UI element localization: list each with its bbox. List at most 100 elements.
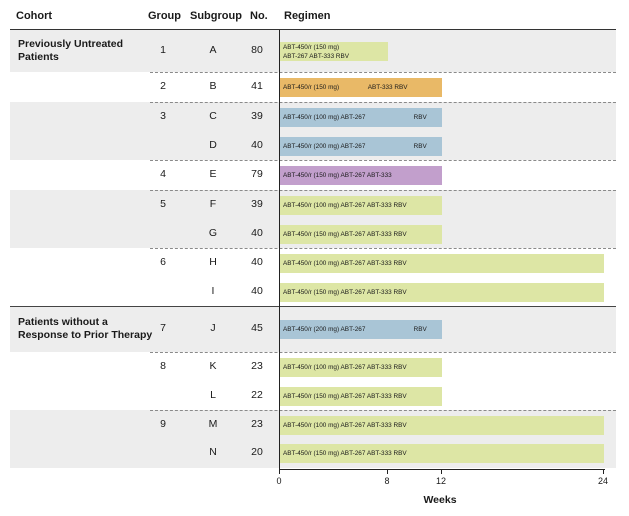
subgroup-cell: I [211, 285, 215, 297]
x-tick [603, 469, 604, 474]
regimen-label: ABT-450/r (150 mg) [283, 44, 340, 51]
patient-count-cell: 79 [251, 168, 263, 180]
header-cohort: Cohort [16, 10, 53, 22]
group-cell: 5 [160, 198, 166, 210]
regimen-bar: ABT-450/r (100 mg) ABT-267 ABT-333 RBV [280, 254, 604, 273]
group-cell: 1 [160, 44, 166, 56]
regimen-bar: ABT-450/r (200 mg) ABT-267 RBV [280, 137, 442, 156]
regimen-label: ABT-450/r (150 mg) ABT-267 ABT-333 RBV [283, 289, 407, 296]
regimen-bar: ABT-450/r (150 mg) ABT-267 ABT-333 RBV [280, 444, 604, 463]
subgroup-cell: F [209, 198, 217, 210]
cohort-label-line: Previously Untreated [18, 38, 124, 50]
regimen-bar: ABT-450/r (150 mg) ABT-267 ABT-333 [280, 166, 442, 185]
patient-count-cell: 80 [251, 44, 263, 56]
separator [150, 248, 616, 249]
subgroup-cell: J [210, 322, 216, 334]
regimen-bar: ABT-450/r (100 mg) ABT-267 RBV [280, 108, 442, 127]
regimen-bar: ABT-450/r (100 mg) ABT-267 ABT-333 RBV [280, 196, 442, 215]
regimen-bar: ABT-450/r (100 mg) ABT-267 ABT-333 RBV [280, 416, 604, 435]
patient-count-cell: 45 [251, 322, 263, 334]
patient-count-cell: 40 [251, 227, 263, 239]
cohort-label-prior-therapy: Patients without a Response to Prior The… [18, 316, 152, 342]
patient-count-cell: 39 [251, 198, 263, 210]
cohort-separator [10, 306, 616, 307]
group-cell: 2 [160, 80, 166, 92]
regimen-label: ABT-450/r (150 mg) ABT-267 ABT-333 RBV [283, 393, 407, 400]
patient-count-cell: 22 [251, 389, 263, 401]
group-cell: 3 [160, 110, 166, 122]
subgroup-cell: D [209, 139, 217, 151]
regimen-bar: ABT-450/r (150 mg) ABT-267 ABT-333 RBV [280, 225, 442, 244]
separator [150, 352, 616, 353]
regimen-label: ABT-450/r (150 mg) ABT-267 ABT-333 RBV [283, 450, 407, 457]
header-group: Group [148, 10, 181, 22]
regimen-label: RBV [413, 143, 427, 150]
subgroup-cell: B [209, 80, 217, 92]
regimen-label: ABT-450/r (100 mg) ABT-267 ABT-333 RBV [283, 202, 407, 209]
header-subgroup: Subgroup [190, 10, 242, 22]
cohort-label-line: Patients without a [18, 316, 108, 328]
x-tick [387, 469, 388, 474]
group-cell: 7 [160, 322, 166, 334]
group-cell: 4 [160, 168, 166, 180]
separator [150, 72, 616, 73]
regimen-label: RBV [413, 326, 427, 333]
x-tick-label: 24 [597, 476, 608, 486]
cohort-label-line: Response to Prior Therapy [18, 329, 153, 341]
subgroup-cell: C [209, 110, 217, 122]
regimen-bar: ABT-450/r (200 mg) ABT-267 RBV [280, 320, 442, 339]
patient-count-cell: 23 [251, 418, 263, 430]
x-tick [441, 469, 442, 474]
patient-count-cell: 40 [251, 256, 263, 268]
patient-count-cell: 23 [251, 360, 263, 372]
regimen-bar: ABT-450/r (150 mg) ABT-267 ABT-333 RBV [280, 387, 442, 406]
subgroup-cell: E [209, 168, 217, 180]
subgroup-cell: A [209, 44, 217, 56]
group-cell: 6 [160, 256, 166, 268]
regimen-label: ABT-333 RBV [367, 84, 408, 91]
regimen-label: ABT-450/r (150 mg) ABT-267 ABT-333 [283, 172, 392, 179]
regimen-bar: ABT-450/r (100 mg) ABT-267 ABT-333 RBV [280, 358, 442, 377]
cohort-label-line: Patients [18, 51, 59, 63]
patient-count-cell: 40 [251, 139, 263, 151]
patient-count-cell: 41 [251, 80, 263, 92]
subgroup-cell: G [208, 227, 218, 239]
x-tick [279, 469, 280, 474]
x-tick-label: 8 [384, 476, 390, 486]
regimen-label: ABT-450/r (200 mg) ABT-267 [283, 326, 366, 333]
group-cell: 8 [160, 360, 166, 372]
x-tick-label: 0 [276, 476, 282, 486]
regimen-label: RBV [413, 114, 427, 121]
regimen-label: ABT-450/r (150 mg) [283, 84, 340, 91]
x-axis-line [279, 469, 605, 470]
y-axis-line [279, 30, 280, 470]
regimen-label: ABT-450/r (100 mg) ABT-267 ABT-333 RBV [283, 364, 407, 371]
header-rule [10, 29, 616, 30]
cohort-label-untreated: Previously Untreated Patients [18, 38, 123, 64]
subgroup-cell: K [209, 360, 217, 372]
subgroup-cell: M [208, 418, 218, 430]
subgroup-cell: H [209, 256, 217, 268]
x-axis-label: Weeks [423, 494, 457, 506]
regimen-label: ABT-450/r (150 mg) ABT-267 ABT-333 RBV [283, 231, 407, 238]
separator [150, 410, 616, 411]
separator [150, 190, 616, 191]
regimen-label: ABT-450/r (200 mg) ABT-267 [283, 143, 366, 150]
header-no: No. [250, 10, 268, 22]
regimen-label: ABT-450/r (100 mg) ABT-267 [283, 114, 366, 121]
subgroup-cell: L [210, 389, 216, 401]
header-regimen: Regimen [284, 10, 331, 22]
separator [150, 102, 616, 103]
patient-count-cell: 40 [251, 285, 263, 297]
patient-count-cell: 20 [251, 446, 263, 458]
x-tick-label: 12 [435, 476, 446, 486]
regimen-bar: ABT-450/r (150 mg) ABT-267 ABT-333 RBV [280, 283, 604, 302]
separator [150, 160, 616, 161]
regimen-label: ABT-450/r (100 mg) ABT-267 ABT-333 RBV [283, 260, 407, 267]
regimen-label: ABT-450/r (100 mg) ABT-267 ABT-333 RBV [283, 422, 407, 429]
regimen-bar: ABT-450/r (150 mg) ABT-267 ABT-333 RBV [280, 42, 388, 61]
regimen-bar: ABT-450/r (150 mg) ABT-333 RBV [280, 78, 442, 97]
subgroup-cell: N [209, 446, 217, 458]
regimen-label: ABT-267 ABT-333 RBV [283, 53, 350, 60]
group-cell: 9 [160, 418, 166, 430]
